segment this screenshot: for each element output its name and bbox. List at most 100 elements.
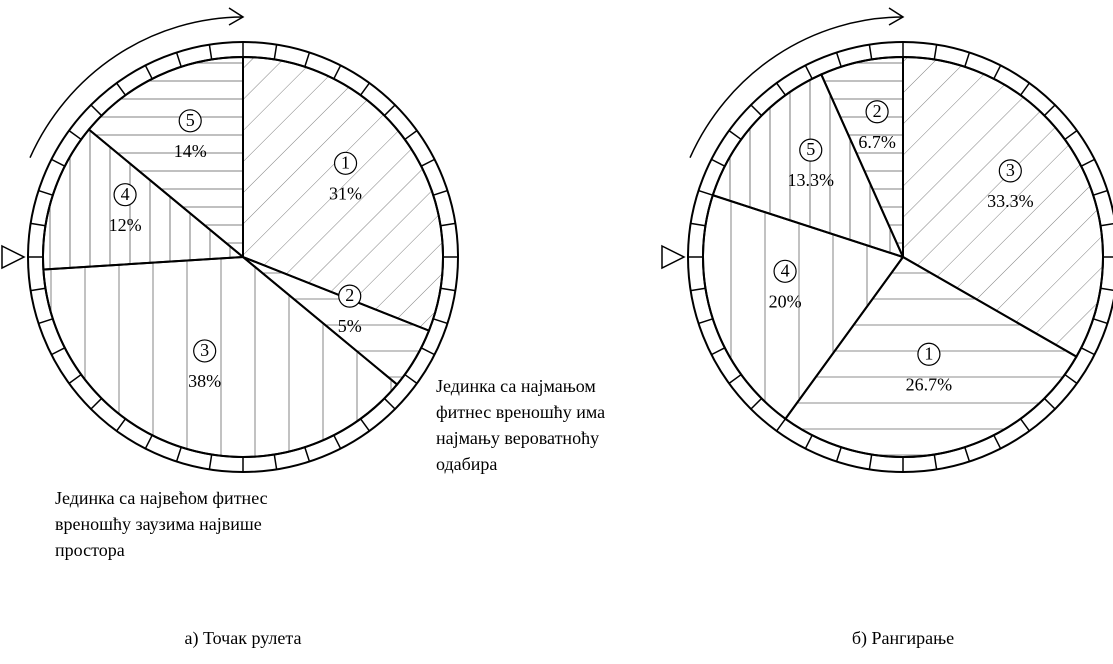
ring-tick [432, 189, 448, 196]
arrow-head [888, 7, 905, 26]
ring-tick [1064, 130, 1078, 141]
ring-tick [933, 44, 938, 60]
segment-number-circle [998, 159, 1022, 183]
segment-number: 5 [806, 139, 815, 159]
ring-tick [90, 397, 103, 410]
value-label: 31% [329, 183, 362, 203]
ring-tick [1043, 397, 1056, 410]
segment-number: 2 [873, 101, 882, 121]
ring-tick [728, 130, 742, 141]
rotation-arrow [29, 16, 244, 158]
ring-tick [1043, 104, 1056, 117]
segment-number: 4 [781, 260, 790, 280]
ring-tick [38, 318, 54, 325]
ring-tick [116, 82, 127, 96]
ring-tick [90, 104, 103, 117]
segment-number: 3 [1006, 160, 1015, 180]
value-label: 5% [338, 316, 362, 336]
ring-tick [404, 130, 418, 141]
ring-tick [175, 446, 182, 462]
ring-tick [728, 373, 742, 384]
pointer [661, 244, 686, 270]
segment-number-circle [193, 339, 217, 363]
annotation: Јединка са највећом фитнес [55, 488, 268, 508]
ring-tick [993, 65, 1002, 80]
ring-tick [1100, 287, 1113, 292]
pointer [1, 244, 26, 270]
annotation: фитнес вреношћу има [436, 402, 605, 422]
ring-tick [51, 158, 66, 167]
ring-tick [868, 454, 873, 470]
ring-tick [304, 52, 311, 68]
ring-tick [333, 65, 342, 80]
ring-tick [1092, 318, 1108, 325]
ring-tick [711, 347, 726, 356]
segment-number-circle [338, 284, 362, 308]
value-label: 13.3% [788, 170, 835, 190]
ring-tick [750, 397, 763, 410]
ring-tick [30, 287, 46, 292]
ring-tick [333, 434, 342, 449]
ring-tick [750, 104, 763, 117]
segment-number-circle [773, 259, 797, 283]
segment-number-circle [178, 109, 202, 133]
ring-tick [711, 158, 726, 167]
ring-tick [698, 189, 714, 196]
ring-tick [383, 104, 396, 117]
segment-number: 2 [345, 285, 354, 305]
ring-tick [440, 222, 456, 227]
ring-tick [404, 373, 418, 384]
ring-tick [776, 418, 787, 432]
annotation: одабира [436, 454, 497, 474]
ring-tick [30, 222, 46, 227]
chart-title: б) Рангирање [852, 628, 954, 649]
ring-tick [835, 446, 842, 462]
segment-number: 5 [186, 110, 195, 130]
ring-tick [175, 52, 182, 68]
ring-tick [116, 418, 127, 432]
ring-tick [690, 222, 706, 227]
value-label: 33.3% [987, 191, 1034, 211]
ring-tick [208, 454, 213, 470]
ring-tick [933, 454, 938, 470]
ring-tick [868, 44, 873, 60]
segment-number: 4 [121, 184, 130, 204]
segment-number-circle [333, 151, 358, 175]
segment-number: 1 [924, 343, 933, 363]
ring-tick [68, 373, 82, 384]
ring-tick [1019, 82, 1030, 96]
ring-tick [273, 454, 278, 470]
value-label: 12% [109, 215, 142, 235]
ring-tick [68, 130, 82, 141]
ring-tick [51, 347, 66, 356]
ring-tick [420, 158, 435, 167]
ring-tick [835, 52, 842, 68]
ring-tick [383, 397, 396, 410]
ring-tick [304, 446, 311, 462]
ring-tick [1092, 189, 1108, 196]
ring-tick [432, 318, 448, 325]
ring-tick [1080, 347, 1095, 356]
ring-tick [690, 287, 706, 292]
annotation: Јединка са најмањом [436, 376, 596, 396]
value-label: 14% [174, 141, 207, 161]
rotation-arrow [689, 16, 904, 158]
value-label: 20% [769, 291, 802, 311]
ring-tick [359, 418, 370, 432]
ring-tick [420, 347, 435, 356]
ring-tick [440, 287, 456, 292]
arrow-head [228, 7, 245, 26]
ring-tick [993, 434, 1002, 449]
annotation: најмању вероватноћу [436, 428, 599, 448]
ring-tick [359, 82, 370, 96]
annotation: вреношћу заузима највише [55, 514, 262, 534]
ring-tick [964, 52, 971, 68]
ring-tick [1064, 373, 1078, 384]
value-label: 26.7% [906, 374, 953, 394]
ring-tick [144, 65, 153, 80]
segment-number-circle [799, 138, 823, 162]
segment-number: 3 [200, 340, 209, 360]
annotation: простора [55, 540, 125, 560]
segment-number: 1 [341, 152, 350, 172]
